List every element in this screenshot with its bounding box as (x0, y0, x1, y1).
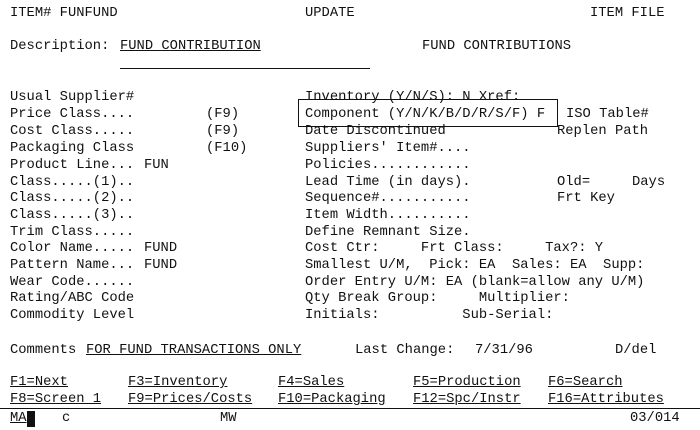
header-screen: ITEM FILE (590, 6, 665, 21)
field-label: Wear Code...... (10, 275, 135, 290)
field-label: Pattern Name... (10, 258, 135, 273)
field-label: Initials: Sub-Serial: (305, 308, 554, 323)
function-key: F8=Screen 1 (10, 392, 102, 407)
cursor (27, 411, 35, 427)
function-key: F5=Production (413, 375, 521, 390)
comments-label: Comments (10, 343, 77, 358)
field-label: Order Entry U/M: EA (blank=allow any U/M… (305, 275, 645, 290)
status-mode: c (62, 411, 71, 426)
field-label: Sequence#........... (305, 191, 471, 206)
field-label: Qty Break Group: Multiplier: (305, 291, 570, 306)
field-label: Trim Class..... (10, 225, 135, 240)
field-label: Class.....(3).. (10, 208, 135, 223)
last-change-label: Last Change: (355, 343, 455, 358)
highlight-box (298, 99, 558, 127)
field-label: Item Width.......... (305, 208, 471, 223)
field-label: Cost Class..... (10, 124, 135, 139)
header-mode: UPDATE (305, 6, 355, 21)
field-value: FUN (144, 158, 169, 173)
last-change: 7/31/96 (475, 343, 533, 358)
field-label: Commodity Level (10, 308, 135, 323)
field-value: FUND (144, 241, 178, 256)
days-label: Days (632, 175, 666, 190)
field-label: Inventory (Y/N/S): N Xref: (305, 90, 521, 105)
field-label: Smallest U/M, Pick: EA Sales: EA Supp: (305, 258, 645, 273)
replen-label: Replen Path (557, 124, 649, 139)
comments-value: FOR FUND TRANSACTIONS ONLY (86, 343, 302, 358)
function-key: F1=Next (10, 375, 68, 390)
field-value: (F10) (206, 141, 248, 156)
header-item: ITEM# FUNFUND (10, 6, 118, 21)
description-label: Description: (10, 39, 110, 54)
status-separator (0, 408, 700, 409)
field-label: Suppliers' Item#.... (305, 141, 471, 156)
status-position: 03/014 (630, 411, 680, 426)
field-underline (120, 68, 370, 69)
field-label: Component (Y/N/K/B/D/R/S/F) F (305, 107, 546, 122)
function-key: F3=Inventory (128, 375, 228, 390)
field-label: Class.....(1).. (10, 175, 135, 190)
status-field: MA (10, 411, 27, 426)
field-label: Usual Supplier# (10, 90, 135, 105)
field-label: Price Class.... (10, 107, 135, 122)
function-key: F6=Search (548, 375, 623, 390)
field-label: Product Line... (10, 158, 135, 173)
field-label: Rating/ABC Code (10, 291, 135, 306)
field-value: (F9) (206, 107, 240, 122)
field-value: FUND (144, 258, 178, 273)
function-key: F10=Packaging (278, 392, 386, 407)
function-key: F9=Prices/Costs (128, 392, 253, 407)
field-value: (F9) (206, 124, 240, 139)
field-label: Class.....(2).. (10, 191, 135, 206)
description-alt: FUND CONTRIBUTIONS (422, 39, 572, 54)
function-key: F4=Sales (278, 375, 345, 390)
field-label: Date Discontinued (305, 124, 446, 139)
field-label: Lead Time (in days). (305, 175, 471, 190)
field-label: Cost Ctr: Frt Class: Tax?: Y (305, 241, 604, 256)
field-label: Define Remnant Size. (305, 225, 471, 240)
function-key: F12=Spc/Instr (413, 392, 521, 407)
del-label: D/del (615, 343, 657, 358)
iso-label: ISO Table# (566, 107, 649, 122)
field-label: Color Name..... (10, 241, 135, 256)
description-value: FUND CONTRIBUTION (120, 39, 261, 54)
status-user: MW (220, 411, 237, 426)
frt-key-label: Frt Key (557, 191, 615, 206)
old-label: Old= (557, 175, 591, 190)
field-label: Policies............ (305, 158, 471, 173)
function-key: F16=Attributes (548, 392, 664, 407)
field-label: Packaging Class (10, 141, 135, 156)
